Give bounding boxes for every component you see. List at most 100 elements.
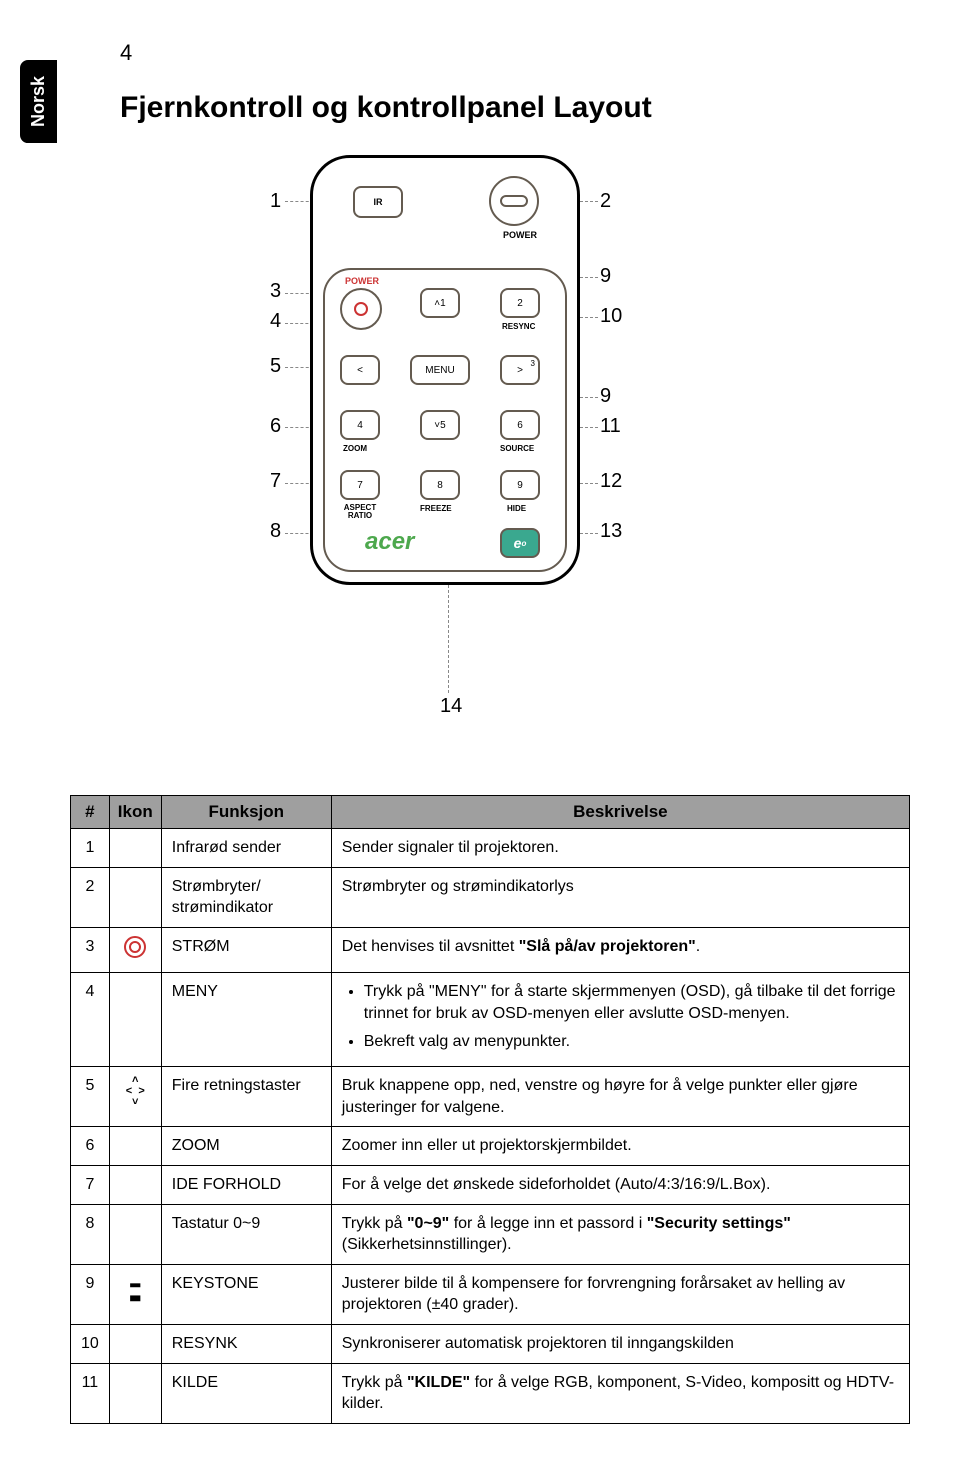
acer-logo: acer: [365, 528, 414, 556]
language-tab: Norsk: [20, 60, 57, 143]
callout-13: 13: [600, 520, 622, 543]
cell-icon: [109, 1127, 161, 1166]
page-number: 4: [120, 40, 900, 66]
cell-desc: Justerer bilde til å kompensere for forv…: [331, 1264, 909, 1324]
power-btn: [340, 288, 382, 330]
cell-icon: [109, 829, 161, 868]
cell-icon: [109, 867, 161, 927]
table-row: 8Tastatur 0~9Trykk på "0~9" for å legge …: [71, 1204, 910, 1264]
callout-9a: 9: [600, 265, 611, 288]
hide-label: HIDE: [507, 504, 526, 513]
table-row: 9 ▂▃ KEYSTONEJusterer bilde til å kompense…: [71, 1264, 910, 1324]
cell-icon: [109, 1363, 161, 1423]
cell-num: 3: [71, 927, 110, 973]
callout-8: 8: [270, 520, 281, 543]
cell-num: 10: [71, 1324, 110, 1363]
callout-7: 7: [270, 470, 281, 493]
power-label: POWER: [503, 230, 537, 240]
freeze-label: FREEZE: [420, 504, 452, 513]
cell-icon: [109, 1165, 161, 1204]
th-func: Funksjon: [161, 796, 331, 829]
th-icon: Ikon: [109, 796, 161, 829]
cell-desc: Zoomer inn eller ut projektorskjermbilde…: [331, 1127, 909, 1166]
zoom-label: ZOOM: [343, 444, 367, 453]
desc-item: Bekreft valg av menypunkter.: [364, 1031, 899, 1053]
key-9: 9: [500, 470, 540, 500]
th-desc: Beskrivelse: [331, 796, 909, 829]
key-6: 6: [500, 410, 540, 440]
table-row: 2 Strømbryter/ strømindikatorStrømbryter …: [71, 867, 910, 927]
cell-icon: ˄< >˅: [109, 1067, 161, 1127]
cell-desc: Trykk på "KILDE" for å velge RGB, kompon…: [331, 1363, 909, 1423]
callout-9b: 9: [600, 385, 611, 408]
resync-label: RESYNC: [502, 322, 535, 331]
cell-num: 1: [71, 829, 110, 868]
cell-func: IDE FORHOLD: [161, 1165, 331, 1204]
cell-num: 6: [71, 1127, 110, 1166]
power-red-label: POWER: [345, 276, 379, 286]
cell-func: Fire retningstaster: [161, 1067, 331, 1127]
callout-10: 10: [600, 305, 622, 328]
empower-text: e: [514, 535, 522, 551]
cell-num: 7: [71, 1165, 110, 1204]
callout-2: 2: [600, 190, 611, 213]
table-row: 3 STRØMDet henvises til avsnittet "Slå på…: [71, 927, 910, 973]
key-2: 2: [500, 288, 540, 318]
page-title: Fjernkontroll og kontrollpanel Layout: [120, 91, 900, 125]
callout-1: 1: [270, 190, 281, 213]
cell-icon: ▂▃: [109, 1264, 161, 1324]
menu-btn: MENU: [410, 355, 470, 385]
keystone-icon: ▂▃: [130, 1273, 140, 1302]
cell-num: 9: [71, 1264, 110, 1324]
table-row: 10RESYNKSynkroniserer automatisk projekt…: [71, 1324, 910, 1363]
key-8: 8: [420, 470, 460, 500]
cell-func: Tastatur 0~9: [161, 1204, 331, 1264]
cell-func: RESYNK: [161, 1324, 331, 1363]
empower-btn: eo: [500, 528, 540, 558]
cell-num: 4: [71, 973, 110, 1067]
desc-item: Trykk på "MENY" for å starte skjermmenye…: [364, 981, 899, 1024]
cell-icon: [109, 973, 161, 1067]
cell-icon: [109, 1324, 161, 1363]
remote-diagram: 1 3 4 5 6 7 8 2 9 10 9 11 12 13 14 IR: [20, 155, 900, 755]
key-left: <: [340, 355, 380, 385]
key-4: 4: [340, 410, 380, 440]
cell-num: 11: [71, 1363, 110, 1423]
callout-3: 3: [270, 280, 281, 303]
power-icon: [124, 936, 146, 958]
source-label: SOURCE: [500, 444, 534, 453]
table-row: 4 MENY Trykk på "MENY" for å starte skjerm…: [71, 973, 910, 1067]
table-row: 1 Infrarød senderSender signaler til proj…: [71, 829, 910, 868]
key-right: >3: [500, 355, 540, 385]
cell-desc: For å velge det ønskede sideforholdet (A…: [331, 1165, 909, 1204]
cell-func: MENY: [161, 973, 331, 1067]
table-row: 11KILDETrykk på "KILDE" for å velge RGB,…: [71, 1363, 910, 1423]
callout-12: 12: [600, 470, 622, 493]
callout-14: 14: [440, 695, 462, 718]
table-row: 6 ZOOMZoomer inn eller ut projektorskjerm…: [71, 1127, 910, 1166]
remote-inner: POWER ˄1 2 RESYNC < MENU >3 4 ZOOM ˅5 6 …: [323, 268, 567, 572]
table-row: 7 IDE FORHOLDFor å velge det ønskede side…: [71, 1165, 910, 1204]
cell-func: Infrarød sender: [161, 829, 331, 868]
cell-icon: [109, 927, 161, 973]
cell-func: STRØM: [161, 927, 331, 973]
key-1: ˄1: [420, 288, 460, 318]
power-button-physical: [489, 176, 539, 226]
cell-desc: Trykk på "MENY" for å starte skjermmenye…: [331, 973, 909, 1067]
th-num: #: [71, 796, 110, 829]
k3-sup: 3: [531, 359, 535, 368]
cell-desc: Bruk knappene opp, ned, venstre og høyre…: [331, 1067, 909, 1127]
cell-func: KEYSTONE: [161, 1264, 331, 1324]
cell-desc: Sender signaler til projektoren.: [331, 829, 909, 868]
aspect-label: ASPECT RATIO: [337, 504, 383, 520]
table-row: 5˄< >˅Fire retningstasterBruk knappene o…: [71, 1067, 910, 1127]
cell-desc: Strømbryter og strømindikatorlys: [331, 867, 909, 927]
spec-table: # Ikon Funksjon Beskrivelse 1 Infrarød se…: [70, 795, 910, 1424]
cell-num: 2: [71, 867, 110, 927]
direction-keys-icon: ˄< >˅: [126, 1075, 145, 1108]
cell-func: ZOOM: [161, 1127, 331, 1166]
cell-num: 8: [71, 1204, 110, 1264]
cell-func: Strømbryter/ strømindikator: [161, 867, 331, 927]
gt-text: >: [517, 365, 523, 376]
cell-desc: Det henvises til avsnittet "Slå på/av pr…: [331, 927, 909, 973]
